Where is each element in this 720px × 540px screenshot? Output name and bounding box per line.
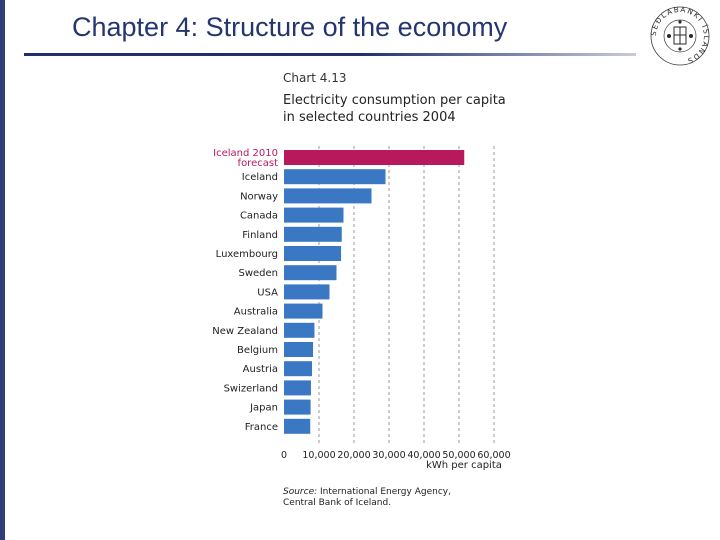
x-tick-label: 40,000 xyxy=(407,450,440,461)
bar xyxy=(284,246,342,261)
bar xyxy=(284,226,342,242)
bar xyxy=(284,418,311,434)
bar xyxy=(284,303,323,319)
central-bank-seal-logo: SEÐLABANKI ÍSLANDS xyxy=(649,5,710,66)
category-label: Japan xyxy=(249,403,278,414)
category-label: Sweden xyxy=(238,268,278,279)
bar xyxy=(284,265,337,281)
x-tick-label: 20,000 xyxy=(337,450,370,461)
slide-title: Chapter 4: Structure of the economy xyxy=(72,12,508,42)
category-label: Australia xyxy=(234,307,278,318)
bar xyxy=(284,188,372,204)
bar xyxy=(284,322,315,338)
bar xyxy=(284,361,312,377)
category-label: New Zealand xyxy=(212,326,278,337)
category-label: Austria xyxy=(243,364,278,375)
bar xyxy=(284,284,330,300)
category-label: Swizerland xyxy=(224,383,278,394)
x-tick-label: 0 xyxy=(281,450,287,461)
x-axis-title: kWh per capita xyxy=(426,460,502,471)
category-label: Belgium xyxy=(237,345,278,356)
chart-number: Chart 4.13 xyxy=(283,71,347,85)
x-tick-label: 60,000 xyxy=(477,450,510,461)
bar xyxy=(284,207,344,223)
source-text: International Energy Agency, Central Ban… xyxy=(283,487,451,508)
source-note: Source: International Energy Agency, Cen… xyxy=(283,487,483,509)
source-prefix: Source: xyxy=(283,487,318,497)
category-label: France xyxy=(245,422,278,433)
category-label: Canada xyxy=(240,211,278,222)
chart-title: Electricity consumption per capita in se… xyxy=(283,93,506,125)
category-label: Luxembourg xyxy=(216,249,278,260)
left-border xyxy=(0,0,5,540)
category-label: Finland xyxy=(242,230,278,241)
x-tick-label: 50,000 xyxy=(442,450,475,461)
bar-chart: Iceland 2010 forecast Iceland Norway Canada F… xyxy=(212,146,511,471)
x-tick-label: 30,000 xyxy=(372,450,405,461)
title-underline xyxy=(24,53,636,56)
category-label: Iceland xyxy=(242,172,278,183)
x-tick-label: 10,000 xyxy=(302,450,335,461)
category-label: Norway xyxy=(240,191,278,202)
bar-forecast xyxy=(284,150,465,165)
category-label: USA xyxy=(257,287,278,298)
category-label: Iceland 2010 forecast xyxy=(213,148,278,169)
bar xyxy=(284,399,311,415)
bar xyxy=(284,169,386,185)
bar xyxy=(284,342,314,357)
bar xyxy=(284,380,311,396)
